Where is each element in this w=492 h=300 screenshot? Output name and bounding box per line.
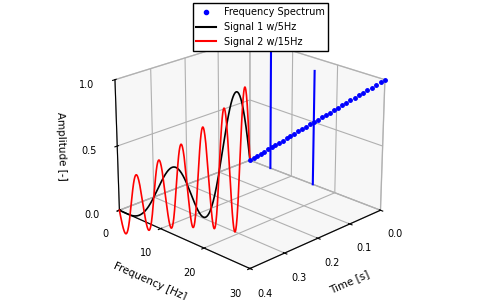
Legend: Frequency Spectrum, Signal 1 w/5Hz, Signal 2 w/15Hz: Frequency Spectrum, Signal 1 w/5Hz, Sign… bbox=[192, 3, 328, 51]
Y-axis label: Frequency [Hz]: Frequency [Hz] bbox=[112, 261, 188, 300]
X-axis label: Time [s]: Time [s] bbox=[329, 268, 371, 295]
